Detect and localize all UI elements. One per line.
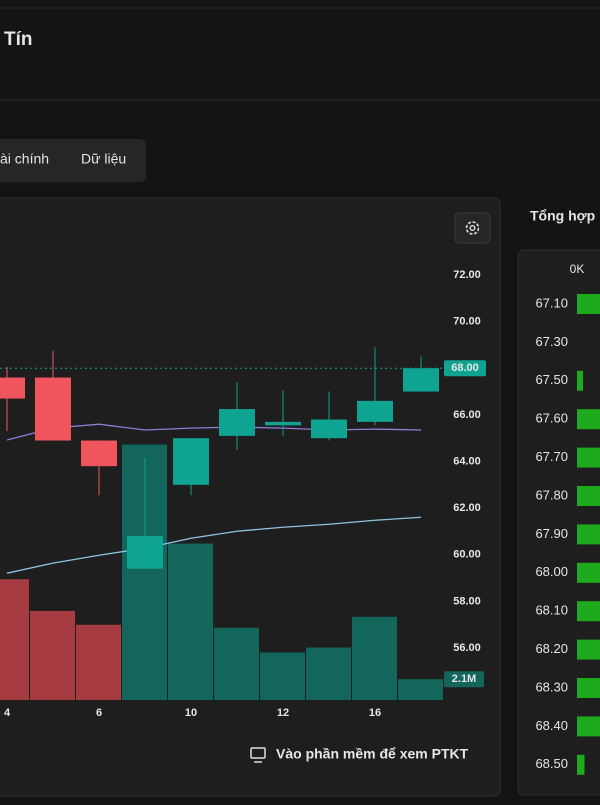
y-tick-label: 60.00	[453, 549, 481, 561]
x-tick-label: 6	[96, 707, 102, 719]
price-label: 68.10	[535, 603, 568, 618]
volume-label: 2.1M	[452, 673, 476, 685]
volume-bar	[577, 678, 600, 698]
y-tick-label: 66.00	[453, 409, 481, 421]
price-label: 68.40	[535, 718, 568, 733]
price-label: 67.60	[535, 411, 568, 426]
candle-body	[173, 438, 209, 485]
volume-bar	[398, 679, 443, 700]
monitor-icon	[250, 747, 266, 759]
summary-panel	[517, 249, 600, 796]
price-label: 68.30	[535, 679, 568, 694]
candle-body	[81, 440, 117, 467]
volume-bar	[352, 616, 397, 700]
price-label: 68.50	[535, 756, 568, 771]
volume-badge	[444, 671, 484, 688]
tab[interactable]: ài chính	[0, 151, 49, 167]
candle-body	[357, 400, 393, 422]
gear-hub	[469, 224, 476, 231]
settings-button[interactable]	[454, 212, 491, 244]
volume-bar	[168, 543, 213, 700]
footer-link[interactable]: Vào phần mềm để xem PTKT	[250, 746, 469, 763]
volume-bar	[76, 624, 121, 700]
x-tick-label: 10	[185, 707, 197, 719]
volume-bar	[214, 627, 259, 700]
y-tick-label: 70.00	[453, 315, 481, 327]
candle-body	[35, 377, 71, 441]
volume-bar	[577, 601, 600, 622]
price-label: 67.70	[535, 449, 568, 464]
tab-bar	[0, 139, 146, 182]
volume-bar	[30, 610, 75, 700]
last-price-badge	[444, 360, 486, 377]
volume-bar	[577, 370, 583, 391]
candle-body	[127, 536, 163, 569]
volume-bar	[577, 562, 600, 583]
candle-body	[403, 368, 439, 392]
x-tick-label: 16	[369, 707, 381, 719]
volume-bar	[577, 447, 600, 468]
x-tick-label: 0K	[570, 262, 585, 276]
summary-title: Tổng hợp	[530, 208, 595, 224]
y-tick-label: 64.00	[453, 455, 481, 467]
volume-bar	[577, 716, 600, 737]
volume-bar	[577, 294, 600, 314]
volume-bar	[306, 647, 351, 700]
price-label: 68.00	[535, 564, 568, 579]
volume-bar	[0, 579, 29, 700]
candle-body	[0, 377, 25, 399]
candle-body	[311, 419, 347, 439]
x-tick-label: 4	[4, 707, 11, 719]
y-tick-label: 62.00	[453, 502, 481, 514]
price-label: 67.30	[535, 334, 568, 349]
volume-bar	[260, 652, 305, 700]
moving-average	[6, 423, 422, 441]
y-tick-label: 58.00	[453, 595, 481, 607]
tab[interactable]: Dữ liệu	[81, 151, 126, 167]
footer-link-text: Vào phần mềm để xem PTKT	[276, 746, 469, 762]
chart-panel	[0, 197, 501, 797]
page-title: Tín	[4, 29, 33, 50]
candle-body	[219, 409, 255, 436]
price-label: 67.50	[535, 372, 568, 387]
volume-bar	[577, 409, 600, 430]
volume-bar	[577, 486, 600, 506]
y-tick-label: 72.00	[453, 269, 481, 281]
volume-bar	[577, 524, 600, 545]
y-tick-label: 56.00	[453, 642, 481, 654]
x-tick-label: 12	[277, 707, 289, 719]
last-price-label: 68.00	[451, 362, 479, 374]
price-label: 67.90	[535, 526, 568, 541]
volume-bar	[577, 639, 600, 660]
price-label: 68.20	[535, 641, 568, 656]
price-label: 67.80	[535, 487, 568, 502]
moving-average	[6, 516, 422, 574]
candle-body	[265, 421, 301, 426]
gear	[465, 221, 480, 235]
price-label: 67.10	[535, 295, 568, 310]
volume-bar	[577, 754, 585, 775]
button-bg	[454, 212, 491, 244]
